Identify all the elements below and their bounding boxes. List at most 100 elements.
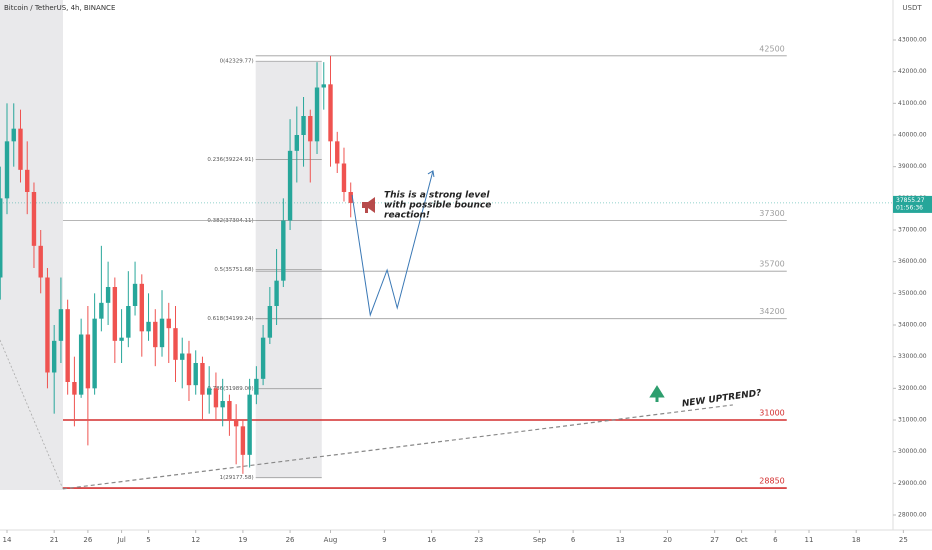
y-tick-label: 42000.00 [898, 68, 927, 75]
fib-label: 0.236(39224.91) [207, 157, 253, 163]
price-badge-label: 37855.27 [896, 197, 925, 204]
megaphone-icon [362, 197, 375, 213]
level-label: 28850 [759, 477, 784, 486]
candle-body [314, 87, 320, 142]
candle-body [335, 141, 340, 164]
y-tick-label: 40000.00 [898, 132, 927, 139]
x-tick-label: 26 [83, 536, 92, 544]
x-tick-label: 6 [773, 536, 778, 544]
currency: USDT [902, 4, 922, 12]
y-tick-label: 33000.00 [898, 353, 927, 360]
fib-label: 1(29177.58) [220, 475, 254, 481]
candle-body [206, 388, 212, 395]
candle-body [233, 420, 239, 427]
x-tick-label: 13 [616, 536, 625, 544]
candle-body [260, 337, 266, 379]
x-tick-label: 20 [663, 536, 672, 544]
candle-body [78, 334, 84, 395]
chart-title: Bitcoin / TetherUS, 4h, BINANCE [4, 4, 115, 12]
candle-body [45, 277, 50, 373]
y-tick-label: 36000.00 [898, 258, 927, 265]
x-tick-label: 14 [3, 536, 12, 544]
y-tick-label: 43000.00 [898, 37, 927, 44]
candle-body [294, 135, 300, 151]
price-badge [893, 195, 932, 213]
x-tick-label: 5 [146, 536, 150, 544]
candle-body [4, 141, 10, 199]
candle-body [267, 306, 273, 338]
y-tick-label: 34000.00 [898, 322, 927, 329]
x-tick-label: 11 [805, 536, 814, 544]
note: This is a strong level [384, 191, 490, 201]
candle-body [92, 318, 97, 389]
level-label: 37300 [759, 209, 784, 218]
y-tick-label: 29000.00 [898, 480, 927, 487]
level-label: 34200 [759, 307, 784, 316]
candle-body [153, 321, 158, 348]
x-tick-label: 19 [238, 536, 247, 544]
level-label: 31000 [759, 409, 784, 418]
countdown: 01:56:36 [896, 204, 923, 211]
x-tick-label: 12 [191, 536, 200, 544]
y-tick-label: 30000.00 [898, 448, 927, 455]
x-tick-label: 21 [50, 536, 59, 544]
candle-body [247, 394, 252, 455]
x-tick-label: 27 [710, 536, 719, 544]
candle-body [274, 280, 279, 306]
x-tick-label: 9 [382, 536, 386, 544]
x-tick-label: Aug [324, 536, 338, 544]
candle-body [173, 328, 178, 360]
candle-body [193, 363, 198, 386]
y-tick-label: 41000.00 [898, 100, 927, 107]
candle-body [200, 363, 205, 395]
y-tick-label: 31000.00 [898, 417, 927, 424]
x-tick-label: Sep [533, 536, 547, 544]
y-tick-label: 28000.00 [898, 512, 927, 519]
fib-label: 0.786(31989.00) [207, 386, 253, 392]
x-tick-label: 16 [427, 536, 436, 544]
candle-body [213, 388, 219, 408]
candle-body [220, 401, 225, 408]
candle-body [126, 306, 131, 338]
candle-body [166, 318, 171, 329]
candle-body [85, 334, 91, 389]
candle-body [341, 163, 347, 192]
fib-label: 0.5(35751.68) [214, 267, 253, 273]
trend-line [62, 404, 733, 490]
candle-body [180, 353, 185, 360]
x-tick-label: 6 [571, 536, 576, 544]
candle-body [328, 84, 333, 142]
projection-path [351, 170, 434, 317]
level-label: 42500 [759, 44, 784, 53]
candle-body [112, 287, 118, 341]
candle-body [38, 245, 43, 278]
candle-body [186, 353, 192, 386]
candle-body [72, 382, 77, 395]
projection-arrowhead [427, 170, 435, 178]
y-tick-label: 39000.00 [898, 163, 927, 170]
candle-body [11, 128, 16, 142]
trend-line [0, 339, 64, 490]
x-tick-label: 26 [286, 536, 295, 544]
y-tick-label: 37000.00 [898, 227, 927, 234]
candle-body [308, 116, 313, 142]
candle-body [119, 337, 124, 341]
candle-body [132, 283, 138, 306]
candle-body [301, 116, 306, 135]
up-arrow [649, 385, 665, 402]
fib-label: 0(42329.77) [220, 59, 254, 65]
x-tick-label: Jul [116, 536, 126, 544]
x-tick-label: 25 [899, 536, 908, 544]
candle-body [25, 169, 30, 192]
candle-body [99, 302, 104, 319]
x-tick-label: 23 [474, 536, 483, 544]
candle-body [65, 309, 70, 382]
candle-body [31, 192, 37, 246]
candle-body [287, 150, 293, 221]
candle-body [51, 340, 57, 373]
y-tick-label: 35000.00 [898, 290, 927, 297]
fib-label: 0.618(34199.24) [207, 316, 253, 322]
x-tick-label: 18 [852, 536, 861, 544]
candle-body [281, 220, 286, 281]
